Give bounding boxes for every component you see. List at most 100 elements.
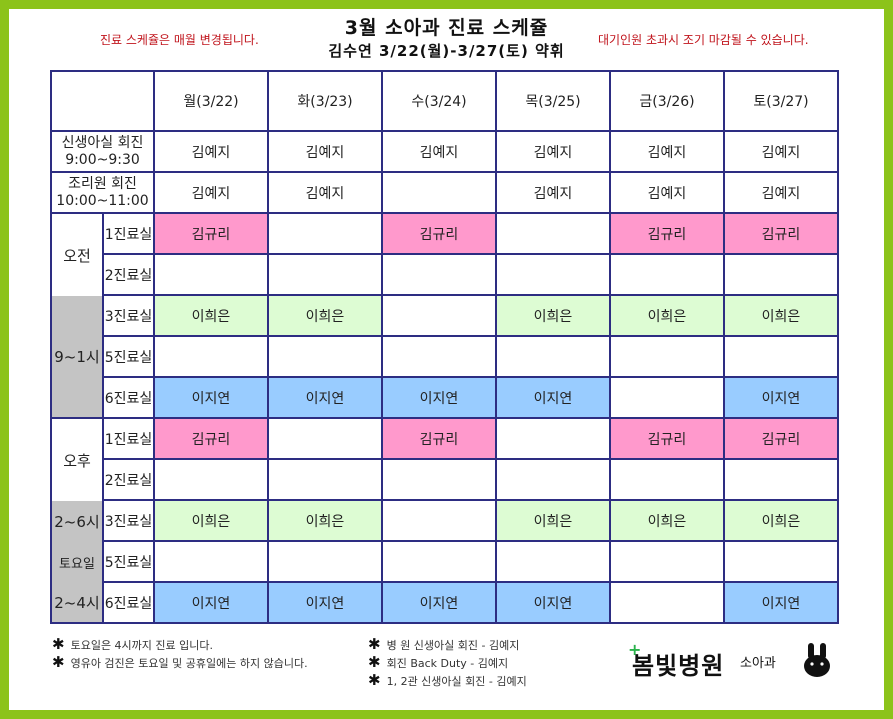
schedule-cell	[381, 499, 497, 542]
schedule-cell: 김예지	[723, 130, 839, 173]
page-subtitle: 김수연 3/22(월)-3/27(토) 약휘	[328, 42, 565, 60]
schedule-cell: 김예지	[609, 130, 725, 173]
schedule-cell: 이희은	[723, 294, 839, 337]
schedule-change-notice: 진료 스케쥴은 매월 변경됩니다.	[100, 33, 259, 47]
schedule-cell	[153, 458, 269, 501]
footnote: ✱ 토요일은 4시까지 진료 입니다.	[52, 636, 308, 654]
schedule-cell	[609, 581, 725, 624]
plus-icon: +	[628, 640, 643, 659]
schedule-cell: 이희은	[267, 499, 383, 542]
schedule-cell: 이희은	[267, 294, 383, 337]
schedule-cell	[495, 417, 611, 460]
room-label: 1진료실	[102, 212, 155, 255]
schedule-cell: 김예지	[381, 130, 497, 173]
am-room2-row: 2진료실	[51, 253, 839, 296]
schedule-cell	[153, 253, 269, 296]
schedule-cell: 이희은	[153, 499, 269, 542]
saturday-label: 토요일	[53, 542, 101, 583]
nicu-rounds-title: 신생아실 회진	[61, 134, 144, 151]
postpartum-rounds-row: 조리원 회진 10:00~11:00 김예지 김예지 김예지 김예지 김예지	[50, 171, 839, 214]
am-label: 오전	[63, 246, 91, 265]
footnote: ✱ 회진 Back Duty - 김예지	[368, 654, 527, 672]
schedule-cell	[609, 458, 725, 501]
footnotes-left: ✱ 토요일은 4시까지 진료 입니다. ✱ 영유아 검진은 토요일 및 공휴일에는 …	[52, 636, 308, 672]
schedule-cell: 이희은	[723, 499, 839, 542]
hospital-logo: + 봄빛병원	[628, 640, 725, 681]
schedule-cell	[381, 253, 497, 296]
schedule-cell: 김규리	[153, 417, 269, 460]
schedule-cell	[153, 335, 269, 378]
postpartum-rounds-title: 조리원 회진	[68, 175, 137, 192]
schedule-cell	[495, 458, 611, 501]
schedule-cell: 김규리	[609, 212, 725, 255]
schedule-cell	[495, 335, 611, 378]
schedule-cell: 김예지	[267, 130, 383, 173]
schedule-cell: 이지연	[267, 376, 383, 419]
schedule-cell	[495, 253, 611, 296]
schedule-cell: 김예지	[495, 130, 611, 173]
schedule-cell: 이지연	[495, 581, 611, 624]
footnote-text: 1, 2관 신생아실 회진 - 김예지	[386, 675, 527, 688]
postpartum-rounds-time: 10:00~11:00	[56, 192, 149, 209]
schedule-cell: 김예지	[723, 171, 839, 214]
am-room5-row: 5진료실	[51, 335, 839, 378]
schedule-cell	[495, 212, 611, 255]
schedule-cell: 김규리	[723, 417, 839, 460]
schedule-cell	[381, 458, 497, 501]
schedule-cell: 이지연	[495, 376, 611, 419]
schedule-cell	[267, 212, 383, 255]
schedule-cell: 이지연	[153, 581, 269, 624]
schedule-cell	[609, 540, 725, 583]
schedule-cell: 김예지	[153, 171, 269, 214]
day-header: 화(3/23)	[267, 70, 383, 132]
schedule-cell: 김예지	[153, 130, 269, 173]
schedule-cell	[381, 294, 497, 337]
schedule-cell: 김예지	[495, 171, 611, 214]
schedule-cell	[609, 376, 725, 419]
asterisk-icon: ✱	[368, 635, 381, 653]
schedule-cell	[267, 417, 383, 460]
schedule-cell	[609, 253, 725, 296]
schedule-cell	[495, 540, 611, 583]
nicu-rounds-row: 신생아실 회진 9:00~9:30 김예지 김예지 김예지 김예지 김예지 김예…	[50, 130, 839, 173]
postpartum-rounds-label: 조리원 회진 10:00~11:00	[50, 171, 155, 214]
schedule-cell	[153, 540, 269, 583]
pm-room2-row: 2진료실	[51, 458, 839, 501]
footnote-text: 토요일은 4시까지 진료 입니다.	[70, 639, 214, 652]
footnote: ✱ 영유아 검진은 토요일 및 공휴일에는 하지 않습니다.	[52, 654, 308, 672]
pm-side-label: 오후 2~6시 토요일 2~4시	[50, 417, 104, 624]
asterisk-icon: ✱	[52, 653, 65, 671]
schedule-cell: 이희은	[495, 294, 611, 337]
am-hours: 9~1시	[53, 296, 101, 416]
footnotes-right: ✱ 병 원 신생아실 회진 - 김예지 ✱ 회진 Back Duty - 김예지 ✱…	[368, 636, 527, 690]
footnote-text: 병 원 신생아실 회진 - 김예지	[386, 639, 520, 652]
room-label: 5진료실	[102, 540, 155, 583]
hospital-name: 봄빛병원	[632, 652, 725, 680]
schedule-cell	[609, 335, 725, 378]
schedule-cell: 김규리	[609, 417, 725, 460]
schedule-cell: 이지연	[723, 581, 839, 624]
pm-room1-row: 오후 2~6시 토요일 2~4시 1진료실 김규리 김규리 김규리 김규리	[50, 417, 839, 624]
day-header: 월(3/22)	[153, 70, 269, 132]
day-header: 토(3/27)	[723, 70, 839, 132]
schedule-cell: 이희은	[153, 294, 269, 337]
footnote: ✱ 병 원 신생아실 회진 - 김예지	[368, 636, 527, 654]
schedule-cell: 이희은	[609, 499, 725, 542]
schedule-cell	[723, 540, 839, 583]
schedule-cell	[267, 458, 383, 501]
am-room3-row: 3진료실 이희은 이희은 이희은 이희은 이희은	[51, 294, 839, 337]
schedule-cell	[723, 253, 839, 296]
asterisk-icon: ✱	[368, 671, 381, 689]
day-header: 목(3/25)	[495, 70, 611, 132]
am-room6-row: 6진료실 이지연 이지연 이지연 이지연 이지연	[51, 376, 839, 419]
day-header: 수(3/24)	[381, 70, 497, 132]
pm-room6-row: 6진료실 이지연 이지연 이지연 이지연 이지연	[51, 581, 839, 624]
schedule-cell: 이지연	[381, 376, 497, 419]
schedule-cell: 이지연	[381, 581, 497, 624]
schedule-cell	[723, 335, 839, 378]
room-label: 2진료실	[102, 253, 155, 296]
schedule-cell: 김규리	[723, 212, 839, 255]
day-header: 금(3/26)	[609, 70, 725, 132]
schedule-cell: 이희은	[609, 294, 725, 337]
corner-cell	[50, 70, 155, 132]
